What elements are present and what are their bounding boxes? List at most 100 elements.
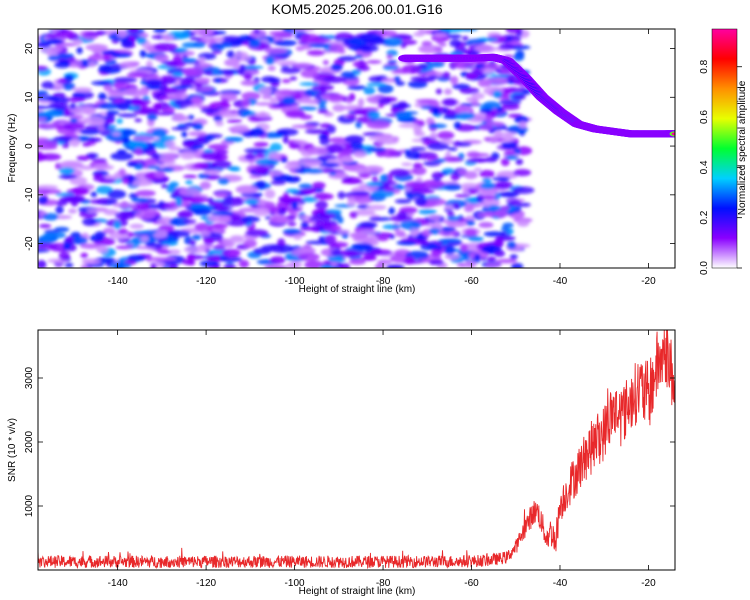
spectrogram-noise-blob	[485, 262, 502, 268]
spectrogram-noise-blob	[179, 79, 192, 87]
spectrogram-noise-blob	[268, 170, 283, 176]
x-tick-label: -60	[464, 578, 479, 589]
spectrogram-noise-blob	[255, 180, 267, 189]
spectrogram-noise-blob	[330, 63, 343, 72]
spectrogram-noise-blob	[328, 137, 349, 143]
spectrogram-noise-blob	[368, 217, 393, 221]
spectrogram-noise-blob	[251, 203, 258, 208]
spectrogram-noise-blob	[134, 118, 142, 123]
spectrogram-noise-blob	[482, 101, 501, 110]
spectrogram-noise-blob	[183, 122, 198, 128]
spectrogram-noise-blob	[41, 81, 55, 89]
spectrogram-noise-blob	[459, 243, 468, 252]
spectrogram-noise-blob	[232, 197, 243, 202]
spectrogram-noise-blob	[154, 171, 165, 178]
spectrogram-noise-blob	[280, 67, 301, 74]
spectrogram-noise-blob	[239, 64, 246, 73]
spectrogram-noise-blob	[226, 50, 235, 59]
spectrogram-noise-blob	[254, 111, 271, 118]
spectrogram-noise-blob	[506, 241, 517, 249]
spectrogram-noise-blob	[300, 221, 309, 229]
spectrogram-noise-blob	[38, 105, 51, 110]
spectrogram-noise-blob	[363, 86, 376, 95]
spectrogram-noise-blob	[346, 114, 357, 119]
y-tick-label: 0	[24, 143, 35, 149]
spectrogram-noise-blob	[394, 230, 406, 237]
spectrogram-noise-blob	[395, 111, 412, 120]
spectrogram-noise-blob	[509, 254, 518, 260]
spectrogram-noise-blob	[145, 242, 164, 248]
spectrogram-noise-blob	[193, 162, 209, 169]
spectrogram-noise-blob	[284, 163, 302, 170]
spectrogram-noise-blob	[347, 85, 367, 90]
spectrogram-noise-blob	[214, 78, 222, 83]
spectrogram-noise-blob	[505, 29, 523, 34]
spectrogram-noise-blob	[438, 238, 462, 243]
spectrogram-noise-blob	[396, 240, 417, 246]
colorbar-gradient	[711, 28, 738, 269]
spectrogram-noise-blob	[299, 82, 319, 86]
spectrogram-noise-blob	[451, 59, 475, 69]
spectrogram-noise-blob	[189, 239, 197, 246]
spectrogram-noise-blob	[171, 126, 190, 131]
spectrogram-noise-blob	[285, 215, 297, 220]
spectrogram-noise-blob	[42, 212, 59, 221]
spectrogram-noise-blob	[377, 84, 394, 94]
spectrogram-noise-blob	[418, 44, 441, 54]
spectrogram-noise-blob	[502, 222, 514, 228]
spectrogram-noise-blob	[112, 202, 136, 208]
colorbar-tick-label: 0.0	[699, 261, 710, 275]
spectrogram-noise-blob	[103, 227, 116, 234]
spectrogram-noise-blob	[89, 137, 103, 142]
spectrogram-noise-blob	[269, 97, 279, 105]
spectrogram-noise-blob	[203, 169, 221, 175]
spectrogram-noise-blob	[129, 223, 144, 229]
x-tick-label: -40	[553, 276, 568, 287]
spectrogram-noise-blob	[97, 102, 121, 110]
spectrogram-noise-blob	[116, 118, 123, 124]
spectrogram-noise-blob	[358, 44, 379, 53]
spectrogram-noise-blob	[264, 189, 276, 199]
spectrogram-noise-blob	[38, 248, 50, 253]
spectrogram-noise-blob	[97, 92, 107, 101]
spectrogram-noise-blob	[46, 38, 63, 45]
spectrogram-noise-blob	[311, 181, 326, 189]
spectrogram-noise-blob	[444, 253, 461, 260]
spectrogram-noise-blob	[244, 198, 260, 205]
spectrogram-noise-blob	[494, 209, 508, 218]
spectrogram-noise-blob	[39, 153, 62, 161]
spectrogram-noise-blob	[222, 238, 246, 244]
snr-x-ticks: -140 -120 -100 -80 -60 -40 -20	[108, 330, 656, 589]
spectrogram-noise-blob	[128, 29, 140, 34]
spectrogram-noise-blob	[383, 186, 395, 192]
spectrogram-noise-blob	[454, 193, 471, 198]
spectrogram-noise-blob	[58, 174, 78, 179]
spectrogram-noise-blob	[494, 249, 506, 257]
spectrogram-noise-blob	[218, 256, 243, 263]
spectrogram-noise-blob	[264, 47, 288, 55]
spectrogram-noise-blob	[79, 128, 101, 135]
spectrogram-noise-blob	[215, 120, 224, 127]
spectrogram-noise-blob	[187, 196, 209, 203]
x-tick-label: -100	[285, 276, 305, 287]
spectrogram-noise-blob	[295, 45, 305, 52]
spectrogram-noise-blob	[241, 111, 257, 117]
spectrogram-noise-blob	[71, 186, 89, 196]
spectrogram-noise-blob	[313, 192, 334, 201]
spectrogram-noise-blob	[289, 76, 298, 81]
spectrogram-noise-blob	[437, 131, 455, 140]
spectrogram-noise-blob	[366, 82, 387, 87]
spectrogram-noise-blob	[127, 104, 141, 112]
spectrogram-noise-blob	[38, 117, 47, 122]
spectrogram-noise-blob	[55, 205, 64, 215]
spectrogram-noise-blob	[349, 190, 371, 196]
spectrogram-noise-blob	[192, 29, 214, 36]
spectrogram-noise-blob	[449, 39, 462, 48]
spectrogram-noise-blob	[489, 136, 498, 143]
spectrogram-noise-blob	[396, 101, 408, 110]
spectrogram-noise-blob	[368, 75, 386, 83]
spectrogram-noise-blob	[433, 220, 441, 229]
spectrogram-noise-blob	[325, 209, 342, 215]
spectrogram-noise-blob	[64, 262, 74, 268]
spectrogram-noise-blob	[129, 179, 154, 187]
